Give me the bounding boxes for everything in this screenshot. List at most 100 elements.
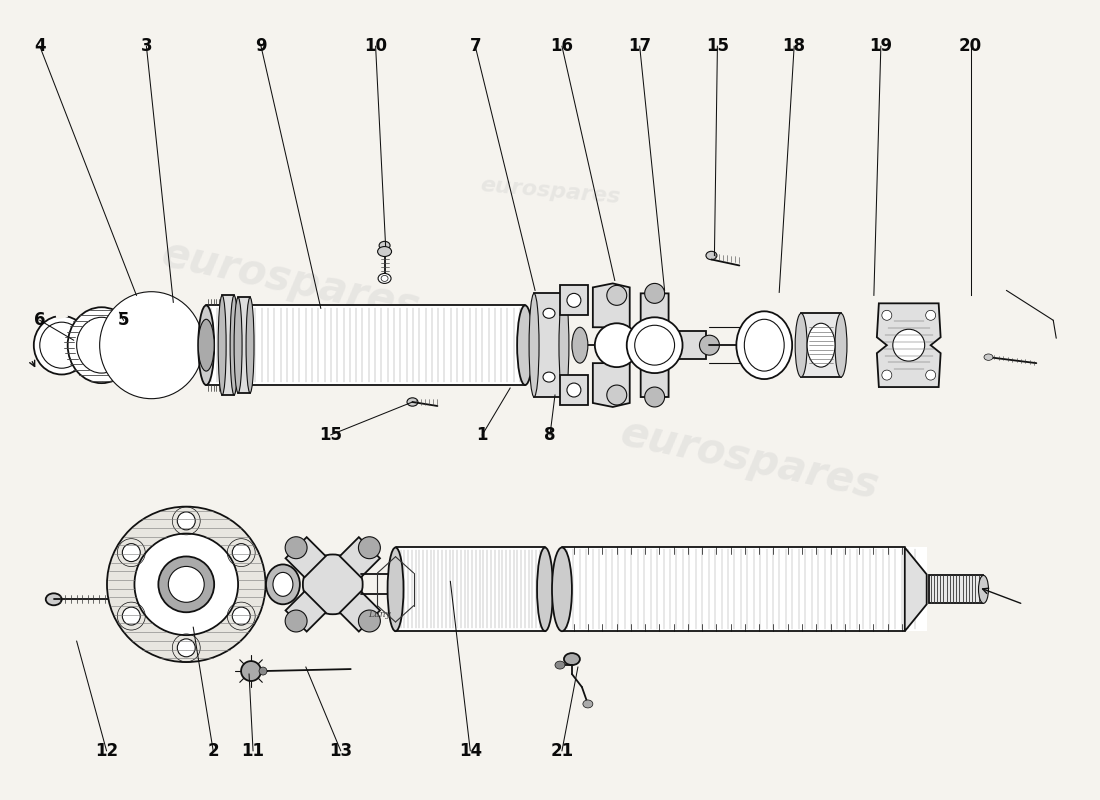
Bar [238, 298, 250, 393]
Ellipse shape [46, 594, 62, 606]
Text: 19: 19 [869, 38, 892, 55]
Ellipse shape [177, 639, 195, 657]
Polygon shape [286, 537, 326, 578]
Ellipse shape [564, 653, 580, 665]
Ellipse shape [736, 311, 792, 379]
Text: 4: 4 [34, 38, 45, 55]
Ellipse shape [572, 327, 587, 363]
Ellipse shape [34, 316, 89, 374]
Ellipse shape [378, 274, 392, 283]
Ellipse shape [645, 283, 664, 303]
Ellipse shape [230, 295, 238, 395]
Text: 16: 16 [550, 38, 573, 55]
Ellipse shape [77, 318, 127, 373]
Bar [206, 306, 525, 385]
Ellipse shape [234, 298, 242, 393]
Ellipse shape [552, 547, 572, 631]
Ellipse shape [359, 537, 381, 558]
Text: 14: 14 [459, 742, 482, 760]
Ellipse shape [926, 370, 936, 380]
Text: eurospares: eurospares [478, 174, 622, 207]
Ellipse shape [537, 547, 553, 631]
Text: 5: 5 [118, 311, 129, 330]
Bar [560, 286, 587, 315]
Text: eurospares: eurospares [157, 233, 424, 328]
Text: 12: 12 [95, 742, 118, 760]
Ellipse shape [232, 544, 250, 562]
Polygon shape [640, 294, 669, 330]
Bar [535, 294, 564, 397]
Ellipse shape [218, 295, 227, 395]
Ellipse shape [627, 318, 682, 373]
Ellipse shape [387, 547, 404, 631]
Ellipse shape [635, 326, 674, 365]
Ellipse shape [392, 574, 404, 594]
Ellipse shape [529, 294, 539, 397]
Bar [928, 575, 983, 603]
Ellipse shape [122, 308, 190, 382]
Ellipse shape [246, 298, 254, 393]
Text: 20: 20 [959, 38, 982, 55]
Text: 21: 21 [550, 742, 573, 760]
Ellipse shape [258, 667, 267, 675]
Text: eurospares: eurospares [616, 412, 882, 508]
Ellipse shape [607, 385, 627, 405]
Text: 15: 15 [319, 426, 342, 444]
Ellipse shape [517, 306, 534, 385]
Ellipse shape [100, 292, 204, 398]
Text: 11: 11 [242, 742, 264, 760]
Text: 18: 18 [782, 38, 805, 55]
Text: 13: 13 [329, 742, 352, 760]
Ellipse shape [700, 335, 719, 355]
Ellipse shape [807, 323, 835, 367]
Bar [222, 295, 234, 395]
Ellipse shape [359, 610, 381, 632]
Polygon shape [905, 547, 926, 631]
Polygon shape [593, 283, 629, 327]
Ellipse shape [232, 607, 250, 625]
Polygon shape [640, 360, 669, 397]
Ellipse shape [241, 661, 261, 681]
Ellipse shape [285, 537, 307, 558]
Ellipse shape [979, 575, 989, 603]
Ellipse shape [198, 306, 214, 385]
Ellipse shape [795, 314, 807, 377]
Ellipse shape [273, 572, 293, 596]
Polygon shape [593, 363, 629, 407]
Ellipse shape [984, 354, 993, 360]
Ellipse shape [745, 319, 784, 371]
Ellipse shape [543, 372, 556, 382]
Ellipse shape [882, 310, 892, 320]
Text: 6: 6 [34, 311, 45, 330]
Polygon shape [340, 591, 379, 631]
Text: 1: 1 [476, 426, 488, 444]
Ellipse shape [68, 307, 135, 383]
Polygon shape [340, 537, 379, 578]
Ellipse shape [893, 330, 925, 361]
Ellipse shape [559, 294, 569, 397]
Ellipse shape [607, 286, 627, 306]
Ellipse shape [122, 544, 141, 562]
Ellipse shape [835, 314, 847, 377]
Ellipse shape [122, 607, 141, 625]
Text: Luny: Luny [368, 610, 392, 619]
Ellipse shape [543, 308, 556, 318]
Text: 15: 15 [706, 38, 729, 55]
Ellipse shape [168, 566, 205, 602]
Ellipse shape [556, 661, 565, 669]
Ellipse shape [379, 242, 390, 250]
Ellipse shape [158, 557, 214, 612]
Ellipse shape [566, 383, 581, 397]
Ellipse shape [107, 506, 265, 662]
Ellipse shape [177, 512, 195, 530]
Ellipse shape [134, 534, 238, 635]
Ellipse shape [882, 370, 892, 380]
Ellipse shape [266, 565, 300, 604]
Text: 2: 2 [208, 742, 219, 760]
Text: 7: 7 [470, 38, 481, 55]
Text: 9: 9 [255, 38, 267, 55]
Ellipse shape [926, 310, 936, 320]
Ellipse shape [595, 323, 639, 367]
Ellipse shape [381, 275, 388, 282]
Polygon shape [650, 331, 653, 359]
